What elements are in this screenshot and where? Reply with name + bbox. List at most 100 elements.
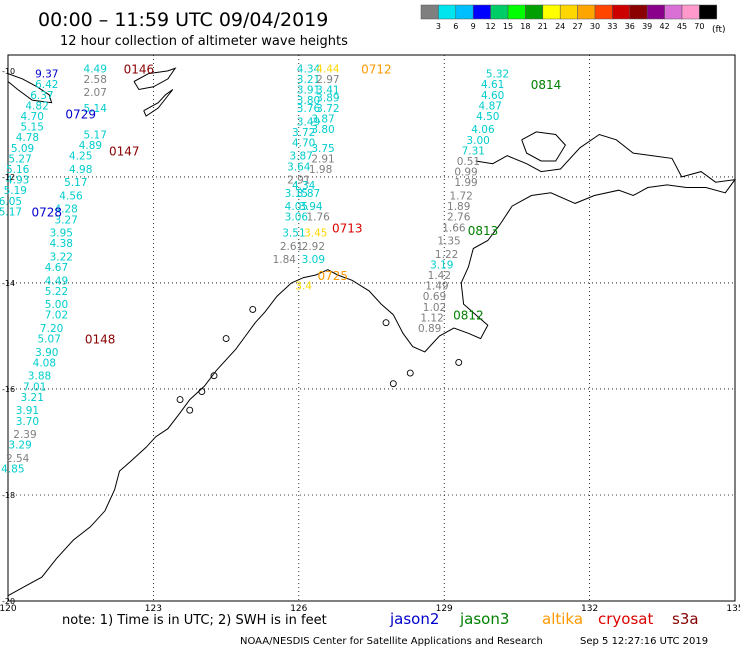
pass-time-label: 0812 [453, 309, 484, 323]
satellite-legend: jason2 jason3 altika cryosat s3a [389, 610, 699, 628]
swh-legend: 3 6 9 12 15 18 21 24 27 30 33 36 39 42 45 70 [420, 4, 718, 31]
swh-value: 2.91 [311, 153, 334, 165]
swh-value: 0.69 [423, 291, 446, 303]
longitude-tick-label: 129 [436, 604, 453, 614]
swh-value: 4.38 [50, 238, 73, 250]
swh-value: 3.88 [28, 371, 51, 383]
swh-value: 3.75 [311, 143, 334, 155]
island-outline [222, 335, 230, 343]
swh-value: 3.70 [16, 416, 39, 428]
pass-time-label: 0725 [317, 269, 348, 283]
swh-value: 4.98 [69, 164, 92, 176]
island-outline [382, 319, 390, 327]
pass-time-label: 0148 [85, 333, 116, 347]
swh-value: 3.87 [311, 114, 334, 126]
swh-value: 5.32 [486, 69, 509, 81]
map-border [7, 54, 736, 602]
island-outline [389, 380, 397, 388]
legend-tick-label: 24 [555, 22, 565, 31]
swh-value: 3.4 [295, 281, 312, 293]
swh-value: 2.61 [280, 241, 303, 253]
swh-value: 4.06 [471, 124, 495, 136]
swh-value: 3.06 [285, 212, 309, 224]
footer-note: note: 1) Time is in UTC; 2) SWH is in fe… [62, 613, 327, 628]
swh-value: 4.28 [54, 204, 77, 216]
latitude-tick-label: -12 [2, 173, 15, 182]
swh-value: 4.78 [16, 132, 39, 144]
legend-swatch [420, 4, 439, 20]
swh-value: 4.34 [297, 63, 321, 75]
legend-swatch [455, 4, 474, 20]
longitude-tick-label: 132 [581, 604, 598, 614]
swh-value: 3.80 [311, 124, 334, 136]
satellite-name: altika [542, 610, 583, 628]
legend-swatch [612, 4, 631, 20]
swh-value: 4.08 [33, 357, 56, 369]
swh-value: 4.44 [316, 63, 340, 75]
page-subtitle: 12 hour collection of altimeter wave hei… [60, 34, 348, 49]
coastline-segment [133, 67, 177, 91]
swh-value: 3.64 [287, 161, 311, 173]
swh-value: 3.29 [8, 440, 31, 452]
legend-unit: (ft) [712, 25, 726, 35]
swh-value: 1.72 [449, 190, 472, 202]
swh-value: 5.22 [45, 286, 68, 298]
swh-value: 1.66 [442, 222, 466, 234]
swh-value: 3.41 [316, 84, 339, 96]
island-outline [455, 359, 463, 366]
swh-value: 3.19 [430, 259, 453, 271]
legend-swatch [681, 4, 700, 20]
swh-value: 7.31 [462, 145, 485, 157]
coastline-segment [7, 133, 737, 597]
map-frame [7, 54, 736, 602]
pass-time-label: 0814 [531, 78, 562, 92]
latitude-tick-label: -10 [2, 67, 15, 76]
legend-swatch [629, 4, 648, 20]
swh-value: 3.72 [316, 103, 339, 115]
pass-time-label: 0146 [124, 62, 155, 76]
page-title: 00:00 – 11:59 UTC 09/04/2019 [38, 9, 328, 31]
legend-swatch [577, 4, 596, 20]
swh-value: 4.34 [292, 180, 316, 192]
pass-time-label: 0813 [468, 224, 499, 238]
satellite-name: jason2 [389, 610, 439, 628]
swh-value: 2.07 [84, 87, 107, 99]
swh-value: 3.76 [297, 103, 321, 115]
longitude-tick-label: 120 [0, 604, 17, 614]
legend-tick-label: 39 [642, 22, 652, 31]
swh-value: 3.21 [297, 74, 320, 86]
swh-value: 5.19 [4, 185, 27, 197]
swh-value: 2.92 [302, 241, 325, 253]
swh-value: 5.16 [6, 164, 30, 176]
swh-value: 2.91 [287, 175, 310, 187]
swh-value: 4.87 [479, 100, 502, 112]
legend-tick-label: 21 [538, 22, 548, 31]
swh-value: 4.25 [69, 151, 92, 163]
swh-value: 3.94 [299, 201, 323, 213]
graticule [8, 55, 735, 601]
swh-value: 2.58 [84, 74, 107, 86]
swh-value: 3.90 [35, 347, 58, 359]
longitude-tick-label: 126 [290, 604, 307, 614]
island-outline [210, 372, 218, 380]
swh-value: 5.17 [0, 206, 22, 218]
swh-value: 4.49 [84, 63, 107, 75]
legend-swatch [507, 4, 526, 20]
footer-credit: NOAA/NESDIS Center for Satellite Applica… [240, 636, 543, 647]
legend-tick-label: 70 [694, 22, 704, 31]
swh-value: 3.27 [54, 214, 77, 226]
swh-value: 1.49 [425, 281, 448, 293]
swh-value: 5.00 [45, 299, 68, 311]
swh-tracks: 4.499.37 2.586.422.076.374.82 5.144.705.15… [0, 63, 509, 475]
swh-value: 4.70 [21, 111, 44, 123]
legend-swatch [559, 4, 578, 20]
swh-value: 0.99 [454, 167, 477, 179]
swh-value: 3.00 [466, 135, 489, 147]
island-outline [176, 396, 184, 404]
pass-time-label: 0729 [65, 107, 96, 121]
swh-value: 2.76 [447, 212, 471, 224]
latitude-tick-label: -18 [2, 491, 15, 500]
swh-value: 4.49 [45, 275, 68, 287]
legend-swatch [472, 4, 491, 20]
swh-value: 4.89 [79, 140, 102, 152]
